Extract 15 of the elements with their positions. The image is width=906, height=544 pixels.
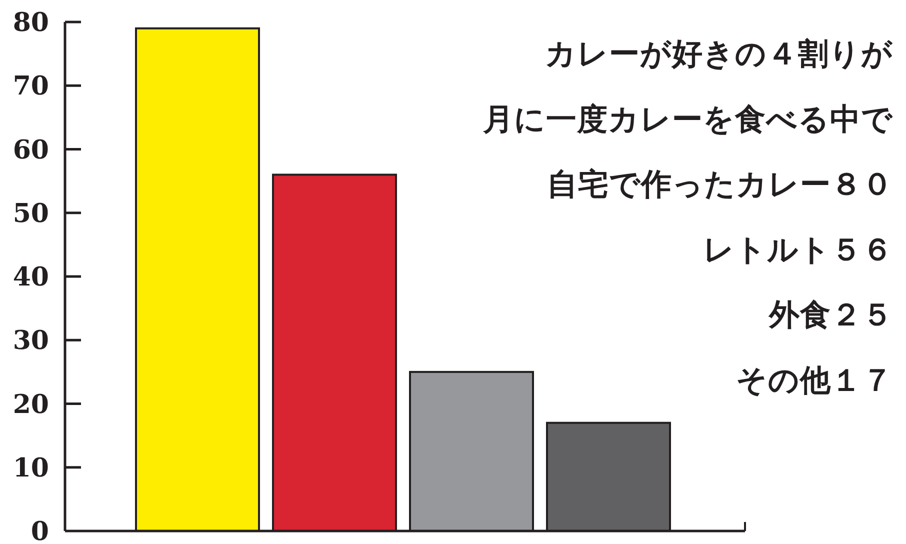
y-tick-label: 80: [12, 8, 49, 38]
y-tick-label: 70: [12, 72, 49, 102]
y-tick-label: 20: [12, 390, 49, 420]
y-tick-label: 50: [12, 198, 49, 229]
annotation: 自宅で作ったカレー８０: [547, 166, 893, 203]
annotation: レトルト５６: [703, 232, 893, 268]
y-tick-label: 40: [12, 262, 49, 292]
annotation: その他１７: [736, 364, 893, 398]
y-tick-label: 60: [12, 135, 49, 166]
text: 外食２５: [768, 298, 893, 334]
y-tick-label: 30: [12, 326, 49, 356]
annotation: カレーが好きの４割りが: [545, 37, 894, 72]
y-tick-label: 0: [30, 517, 49, 544]
annotation: 月に一度カレーを食べる中で: [482, 101, 894, 138]
y-tick-label: 10: [12, 453, 49, 484]
